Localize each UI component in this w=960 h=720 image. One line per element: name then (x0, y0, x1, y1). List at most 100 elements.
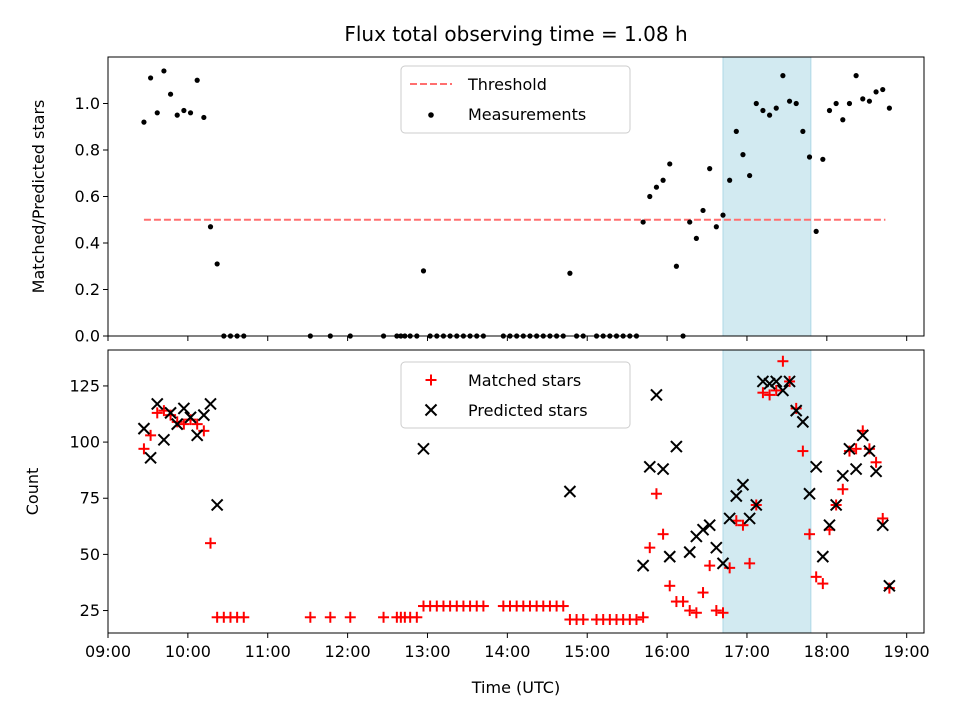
predicted-point (184, 411, 197, 424)
predicted-point (670, 440, 683, 453)
x-tick-label: 17:00 (724, 642, 770, 661)
matched-point (178, 418, 190, 430)
predicted-point (663, 550, 676, 563)
matched-point (684, 605, 696, 617)
measurement-point (860, 96, 866, 102)
predicted-point-b (730, 489, 743, 503)
measurement-point (187, 110, 194, 116)
matched-point (817, 578, 829, 590)
count-legend: Matched stars Predicted stars (400, 361, 631, 429)
predicted-point (750, 498, 763, 512)
predicted-point-b (843, 442, 856, 456)
matched-point (151, 407, 163, 419)
measurement-point (707, 166, 713, 172)
matched-point (843, 445, 855, 457)
predicted-star-points (137, 375, 896, 593)
predicted-point (843, 442, 856, 456)
measurement-point (800, 128, 806, 134)
predicted-point-b (829, 498, 843, 512)
x-tick-label: 13:00 (404, 642, 450, 661)
legend-threshold-label: Threshold (467, 75, 547, 94)
predicted-point-b (643, 460, 656, 474)
predicted-point-b (803, 487, 816, 500)
measurement-point (833, 100, 839, 107)
predicted-point (563, 485, 577, 498)
ratio-axis-ticks: 0.0 0.2 0.4 0.6 0.8 1.0 (75, 94, 908, 346)
predicted-point-b (164, 406, 177, 420)
matched-point (870, 456, 882, 468)
predicted-point (869, 465, 883, 478)
predicted-point (836, 469, 850, 482)
predicted-point (790, 404, 803, 417)
matched-point (877, 512, 889, 524)
matched-point (664, 580, 676, 592)
matched-point (165, 409, 177, 421)
predicted-point-b (703, 518, 716, 532)
count-legend-box (400, 361, 631, 429)
measurement-point (820, 156, 826, 162)
predicted-point-b (190, 429, 204, 442)
matched-point (777, 355, 789, 367)
predicted-point-b (756, 375, 770, 388)
y-tick-label: 75 (80, 489, 100, 508)
measurement-point (214, 261, 220, 267)
matched-point (677, 596, 689, 608)
matched-point (644, 542, 656, 554)
matched-point (477, 600, 489, 612)
measurement-point (793, 100, 799, 107)
measurement-point (154, 110, 160, 116)
predicted-point-b (836, 469, 850, 482)
measurement-point (673, 263, 680, 269)
measurement-point (201, 114, 207, 121)
matched-point (344, 611, 356, 623)
measurement-point (693, 235, 699, 241)
predicted-point-b (636, 559, 650, 572)
measurement-point (647, 193, 653, 200)
measurement-point (747, 172, 753, 179)
matched-point (204, 537, 216, 549)
ratio-legend: Threshold Measurements (400, 65, 631, 134)
predicted-point-b (210, 498, 224, 512)
measurement-point (174, 112, 180, 118)
measurement-point (653, 184, 660, 190)
matched-point (185, 414, 197, 426)
predicted-point (650, 388, 663, 402)
predicted-point (164, 406, 177, 420)
measurement-point (866, 98, 873, 104)
measurement-point (773, 105, 779, 111)
predicted-point-b (796, 415, 810, 429)
predicted-point-b (736, 478, 750, 491)
predicted-point (756, 375, 770, 388)
matched-point (138, 443, 150, 455)
predicted-point-b (743, 512, 756, 525)
y-tick-label: 50 (80, 545, 100, 564)
count-highlight-span (722, 349, 812, 634)
y-tick-label: 0.8 (75, 141, 100, 160)
matched-point (704, 560, 716, 572)
predicted-point-b (177, 402, 191, 415)
matched-point (650, 488, 662, 500)
predicted-point-b (656, 462, 670, 476)
matched-point (797, 445, 809, 457)
measurement-point (640, 219, 646, 225)
predicted-point-b (823, 518, 836, 532)
ratio-highlight-span (722, 56, 812, 337)
predicted-point (743, 512, 756, 525)
matched-point (657, 528, 669, 540)
matched-point (810, 571, 822, 583)
measurement-point (840, 117, 846, 123)
measurement-point (567, 270, 573, 276)
predicted-point-b (876, 518, 889, 532)
predicted-point-b (670, 440, 683, 453)
predicted-point (803, 487, 816, 500)
predicted-point-b (750, 498, 763, 512)
matched-point (630, 614, 642, 626)
y-tick-label: 100 (69, 433, 100, 452)
legend-matched-swatch (425, 374, 437, 386)
measurement-point (873, 89, 879, 95)
predicted-point (736, 478, 750, 491)
predicted-point-b (683, 545, 696, 559)
predicted-point (816, 550, 830, 563)
predicted-point-b (171, 417, 184, 431)
predicted-point (210, 498, 224, 512)
